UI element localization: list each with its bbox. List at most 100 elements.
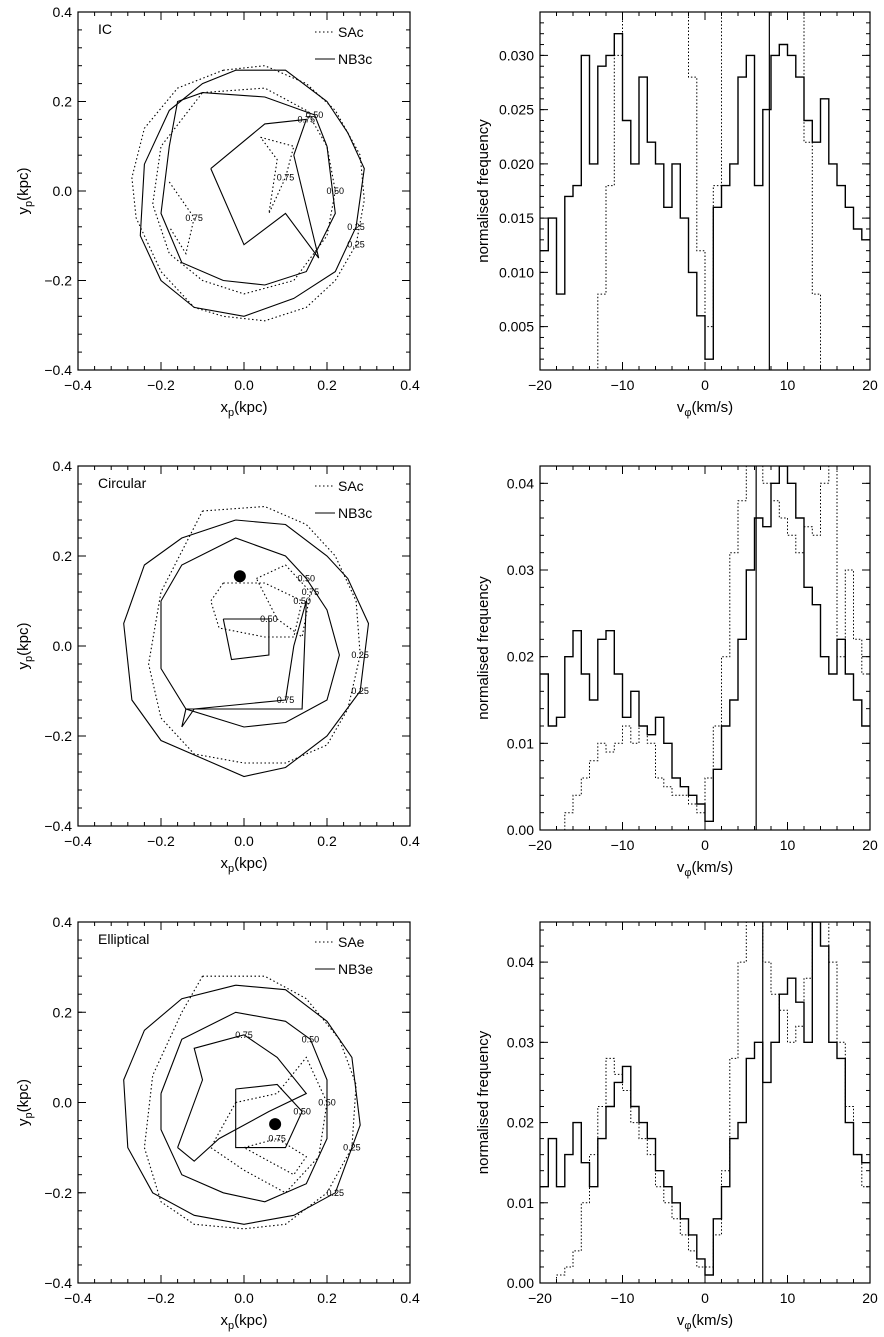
contour-level-label: 0.75 [302,587,320,597]
x-axis-label: vφ(km/s) [677,859,733,879]
x-tick-label: 20 [862,377,878,393]
x-tick-label: 10 [780,377,796,393]
histogram-step-dotted [540,922,870,1283]
y-tick-label: 0.030 [499,47,534,63]
contour-line-solid [222,618,270,661]
panel-label: Circular [98,475,147,491]
y-tick-label: 0.010 [499,264,534,280]
x-tick-label: 0.0 [234,833,254,849]
y-tick-label: −0.2 [44,273,72,289]
y-tick-label: 0.025 [499,102,534,118]
y-tick-label: 0.00 [507,1275,534,1291]
contour-line-solid [160,537,340,728]
x-tick-label: −0.4 [64,377,92,393]
contour-line-dotted [210,1056,328,1194]
histogram-series-group [540,466,870,830]
contour-line-dotted [243,1138,308,1176]
y-tick-label: 0.4 [53,4,73,20]
x-tick-label: 0 [701,837,709,853]
histogram-step-solid [540,33,870,360]
x-tick-label: 0.4 [400,1290,420,1306]
histogram-step-dotted [540,466,870,830]
y-tick-label: 0.2 [53,548,73,564]
contour-level-label: 0.25 [327,1188,345,1198]
y-axis-label: normalised frequency [475,576,492,720]
y-tick-label: 0.020 [499,156,534,172]
x-tick-label: −20 [528,1290,552,1306]
contour-line-solid [139,69,365,317]
contour-line-solid [177,1034,308,1162]
x-tick-label: 0.2 [317,377,337,393]
x-axis-label: vφ(km/s) [677,1312,733,1332]
y-tick-label: −0.4 [44,1275,72,1291]
y-tick-label: −0.2 [44,728,72,744]
contour-level-label: 0.75 [185,213,203,223]
x-tick-label: 0 [701,1290,709,1306]
x-tick-label: −0.4 [64,833,92,849]
x-axis-label: xp(kpc) [221,855,268,875]
x-tick-label: −0.2 [147,377,175,393]
legend-label: SAc [338,24,364,40]
contour-level-label: 0.75 [268,1134,286,1144]
y-tick-label: 0.00 [507,822,534,838]
x-tick-label: −10 [611,1290,635,1306]
y-tick-label: −0.2 [44,1185,72,1201]
contour-line-dotted [210,582,303,638]
center-marker [233,570,246,583]
y-tick-label: 0.0 [53,638,73,654]
x-tick-label: −20 [528,377,552,393]
contour-line-solid [160,1011,328,1203]
contour-line-dotted [260,136,295,214]
center-marker [269,1118,282,1131]
contour-level-label: 0.25 [351,650,369,660]
x-tick-label: −0.2 [147,1290,175,1306]
x-tick-label: 0.0 [234,377,254,393]
contour-line-solid [123,519,370,778]
panel-label: IC [98,21,112,37]
x-tick-label: 20 [862,1290,878,1306]
y-tick-label: 0.0 [53,1095,73,1111]
y-tick-label: 0.0 [53,183,73,199]
contour-level-label: 0.50 [293,596,311,606]
y-tick-label: 0.04 [507,954,534,970]
x-tick-label: 10 [780,1290,796,1306]
x-tick-label: 0.4 [400,833,420,849]
x-tick-label: −20 [528,837,552,853]
legend-label: SAc [338,478,364,494]
x-axis-label: xp(kpc) [221,1312,268,1332]
y-tick-label: 0.03 [507,1034,534,1050]
contour-panel: −0.4 −0.2 0.0 0.2 0.4 −0.4 −0.2 0.0 0.2 0.4 xp(kpc… [15,4,420,419]
y-tick-label: 0.04 [507,475,534,491]
contour-level-label: 0.50 [293,1107,311,1117]
x-tick-label: 0.0 [234,1290,254,1306]
y-tick-label: 0.015 [499,210,534,226]
y-axis-label: yp(kpc) [15,1079,35,1126]
histogram-panel: −20 −10 0 10 20 0.00 0.01 0.02 0.03 0.04 vφ(km/s) n… [475,921,878,1332]
legend-label: NB3c [338,51,372,67]
y-tick-label: −0.4 [44,818,72,834]
contour-level-label: 0.25 [351,686,369,696]
contour-line-dotted [143,975,357,1230]
y-tick-label: 0.4 [53,914,73,930]
y-axis-label: normalised frequency [475,119,492,263]
histogram-series-group [540,922,870,1283]
legend-label: NB3c [338,505,372,521]
y-axis-label: normalised frequency [475,1030,492,1174]
x-tick-label: 20 [862,837,878,853]
contour-level-label: 0.50 [260,614,278,624]
y-tick-label: 0.01 [507,1195,534,1211]
contour-panel: −0.4 −0.2 0.0 0.2 0.4 −0.4 −0.2 0.0 0.2 0.4 xp(kpc… [15,458,420,875]
histogram-series-group [540,12,870,370]
x-axis-label: vφ(km/s) [677,399,733,419]
contour-line-solid [160,92,336,286]
contour-level-label: 0.75 [235,1030,253,1040]
x-tick-label: 10 [780,837,796,853]
histogram-step-solid [540,922,870,1276]
x-tick-label: −10 [611,837,635,853]
x-tick-label: −0.4 [64,1290,92,1306]
y-tick-label: 0.01 [507,735,534,751]
y-tick-label: 0.2 [53,94,73,110]
contour-level-label: 0.75 [277,173,295,183]
y-axis-label: yp(kpc) [15,168,35,215]
